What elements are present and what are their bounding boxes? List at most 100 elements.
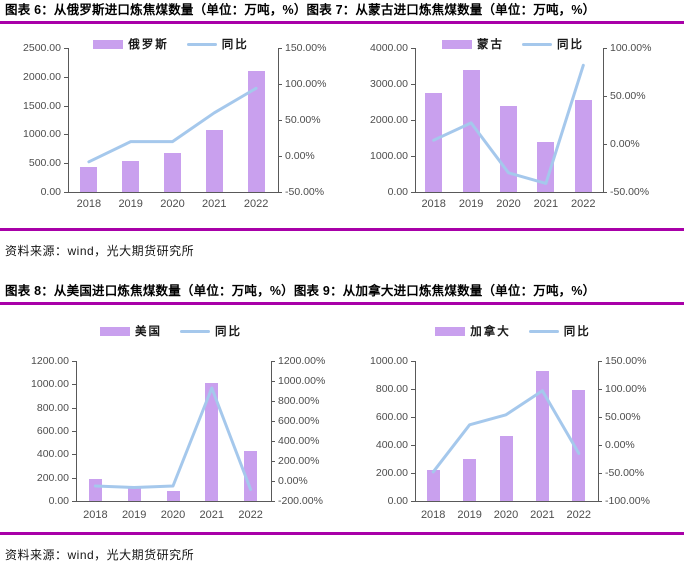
x-axis-label: 2020 (160, 198, 185, 210)
left-axis-label: 2000.00 (370, 114, 408, 126)
legend-line-label: 同比 (215, 326, 242, 338)
right-axis-tick (603, 144, 607, 145)
left-axis-tick (64, 48, 68, 49)
left-axis-tick (72, 384, 76, 386)
figure-title-row-1: 图表 6：从俄罗斯进口炼焦煤数量（单位：万吨，%）图表 7：从蒙古进口炼焦煤数量… (0, 0, 684, 19)
yoy-line (431, 389, 581, 474)
plot-area (76, 361, 272, 502)
bar-2018 (88, 478, 102, 501)
chart-figure-6-russia: 俄罗斯 同比 2500.00 2000.00 1500.00 1000.00 500.00 0… (0, 32, 342, 224)
left-axis-tick (411, 192, 415, 193)
left-axis-label: 0.00 (387, 186, 408, 198)
x-axis-label: 2022 (243, 198, 269, 210)
left-axis-tick (411, 501, 415, 502)
right-axis-label: -100.00% (605, 495, 650, 507)
left-axis-tick (64, 163, 68, 165)
left-axis-label: 3000.00 (370, 78, 408, 90)
figure-8-title: 图表 8：从美国进口炼焦煤数量（单位：万吨，%） (5, 284, 294, 298)
right-axis-label: 1000.00% (278, 375, 326, 387)
right-axis-label: 0.00% (278, 475, 308, 487)
plot-area (415, 48, 604, 193)
right-axis-label: 150.00% (605, 355, 647, 367)
left-axis-tick (411, 389, 415, 390)
legend-item-bar: 俄罗斯 (93, 36, 169, 52)
right-axis-label: 0.00% (610, 138, 640, 150)
x-axis-label: 2019 (457, 509, 482, 521)
left-axis-label: 1000.00 (370, 355, 408, 367)
yoy-line-path (87, 86, 258, 164)
left-axis-tick (64, 134, 68, 136)
plot-area (415, 361, 599, 502)
legend-bar-label: 加拿大 (470, 326, 511, 338)
bar-2019 (127, 488, 141, 501)
right-axis-label: -50.00% (610, 186, 650, 198)
x-axis-label: 2022 (238, 509, 263, 521)
left-axis-label: 2500.00 (23, 42, 61, 54)
right-axis-label: 1200.00% (278, 355, 326, 367)
left-axis-label: 0.00 (48, 495, 69, 507)
left-axis-label: 2000.00 (23, 70, 61, 83)
right-axis-tick (278, 192, 282, 193)
bar-2022 (244, 450, 258, 501)
bar-2021 (535, 370, 549, 501)
left-axis-label: 1000.00 (370, 150, 408, 162)
bar-2022 (574, 99, 592, 192)
right-axis-label: 50.00% (610, 90, 646, 102)
charts-row-2: 美国 同比 1200.00 1000.00 800.00 600.00 400.00 200.… (0, 313, 684, 528)
legend-item-line: 同比 (522, 36, 584, 52)
bar-2020 (166, 490, 180, 501)
left-axis-tick (411, 445, 415, 446)
x-axis-label: 2022 (571, 198, 596, 210)
bar-2021 (205, 383, 219, 501)
right-axis-label: 100.00% (285, 78, 327, 90)
bar-2018 (80, 166, 98, 192)
left-axis-tick (72, 407, 76, 409)
right-axis-label: 150.00% (285, 42, 327, 54)
bar-2018 (425, 92, 443, 192)
left-axis-label: 200.00 (36, 471, 69, 484)
x-axis-label: 2018 (76, 198, 102, 210)
bar-2018 (426, 470, 440, 501)
left-axis-label: 1000.00 (31, 378, 69, 391)
line-series-swatch (522, 42, 552, 46)
bar-series-swatch (442, 39, 472, 49)
right-axis-tick (603, 48, 607, 49)
bar-2019 (462, 70, 480, 192)
x-axis-label: 2018 (420, 509, 446, 521)
bar-2020 (499, 435, 513, 501)
right-axis-tick (271, 501, 275, 502)
right-axis-tick (603, 96, 607, 97)
legend-line-label: 同比 (557, 39, 584, 51)
x-axis-label: 2019 (458, 198, 484, 210)
right-axis-tick (603, 192, 607, 193)
right-axis-tick (271, 381, 275, 382)
line-series-swatch (528, 329, 559, 333)
left-axis-label: 600.00 (375, 411, 408, 423)
legend-item-bar: 加拿大 (435, 323, 511, 339)
right-axis-tick (598, 417, 602, 418)
yoy-line-path (93, 386, 253, 491)
left-axis-label: 500.00 (28, 157, 61, 170)
left-axis-label: 0.00 (40, 186, 61, 198)
right-axis-label: -50.00% (285, 186, 325, 198)
right-axis-tick (271, 461, 275, 462)
left-axis-label: 1000.00 (23, 128, 61, 141)
figure-title-row-2: 图表 8：从美国进口炼焦煤数量（单位：万吨，%）图表 9：从加拿大进口炼焦煤数量… (0, 281, 684, 300)
left-axis-tick (411, 156, 415, 157)
right-axis-label: 50.00% (605, 411, 641, 423)
right-axis-tick (271, 361, 275, 362)
left-axis-tick (72, 501, 76, 502)
left-axis-label: 800.00 (375, 383, 408, 395)
yoy-line (432, 63, 585, 185)
left-axis-tick (72, 477, 76, 479)
right-axis-tick (598, 473, 602, 474)
legend-bar-label: 美国 (135, 326, 162, 338)
section-divider-2 (0, 532, 684, 535)
chart-legend: 美国 同比 (0, 323, 342, 339)
left-axis-tick (411, 361, 415, 362)
yoy-line-path (431, 389, 581, 474)
legend-bar-label: 俄罗斯 (128, 39, 169, 51)
x-axis-label: 2021 (530, 509, 555, 521)
left-axis-label: 4000.00 (370, 42, 408, 54)
legend-bar-label: 蒙古 (477, 39, 504, 51)
